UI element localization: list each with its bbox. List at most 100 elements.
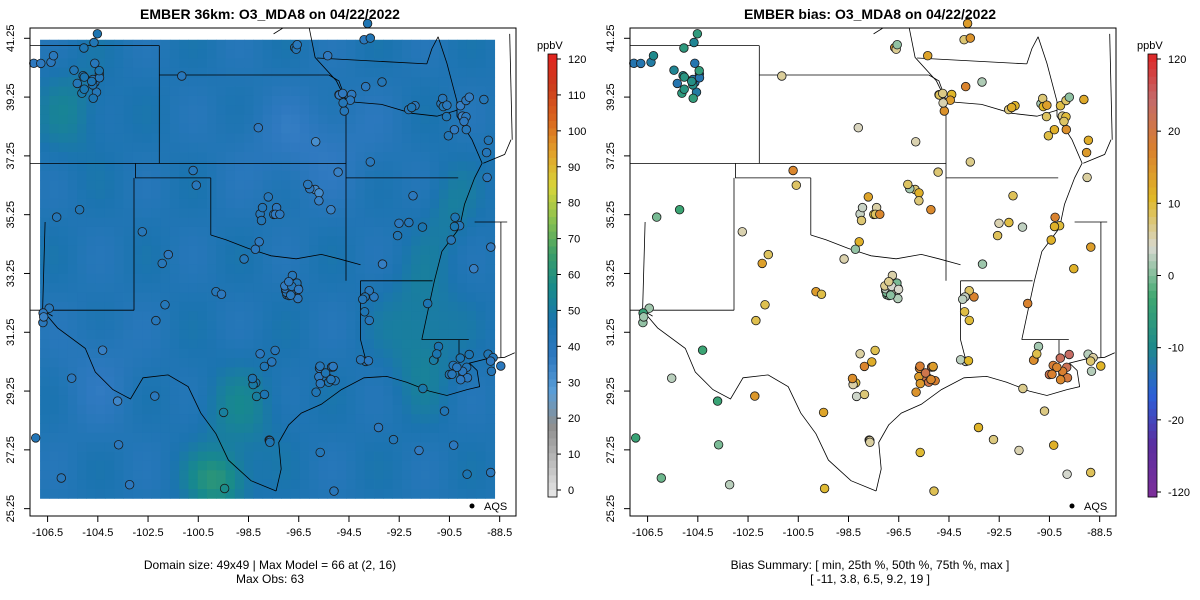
- bias-station-marker: [977, 77, 987, 87]
- left-aqs-legend-dot: [469, 503, 475, 509]
- model-station-marker: [311, 387, 321, 397]
- model-station-marker: [218, 407, 229, 418]
- model-colorbar-tick-label: 50: [568, 305, 580, 317]
- model-station-marker: [90, 58, 100, 69]
- model-station-marker: [251, 391, 262, 402]
- bias-station-marker: [788, 165, 798, 176]
- left-footer-line1: Domain size: 49x49 | Max Model = 66 at (…: [143, 558, 397, 572]
- bias-station-marker: [713, 440, 724, 450]
- model-station-marker: [56, 473, 67, 483]
- model-station-marker: [66, 373, 77, 383]
- bias-station-marker: [955, 355, 966, 365]
- model-colorbar-tick-label: 100: [568, 126, 586, 138]
- model-station-marker: [314, 188, 324, 198]
- bias-station-marker: [669, 65, 679, 75]
- bias-station-marker: [1059, 116, 1069, 127]
- model-station-marker: [414, 445, 424, 456]
- bias-station-marker: [863, 192, 874, 202]
- left-x-tick-label: -100.5: [183, 527, 214, 539]
- bias-station-marker: [1085, 356, 1096, 366]
- model-station-marker: [48, 51, 59, 61]
- model-station-marker: [404, 217, 414, 228]
- bias-station-marker: [1007, 102, 1017, 113]
- model-station-marker: [408, 191, 418, 201]
- bias-station-marker: [1042, 100, 1052, 110]
- bias-station-marker: [911, 137, 921, 147]
- bias-station-marker: [938, 98, 948, 108]
- model-colorbar-tick-label: 70: [568, 234, 580, 246]
- model-station-marker: [286, 290, 296, 300]
- model-station-marker: [151, 315, 161, 326]
- bias-station-marker: [1081, 147, 1092, 158]
- model-station-marker: [338, 88, 348, 99]
- left-x-tick-label: -98.5: [236, 527, 261, 539]
- bias-station-marker: [973, 422, 984, 433]
- bias-station-marker: [1049, 124, 1060, 135]
- model-station-marker: [44, 303, 54, 313]
- model-station-marker: [255, 349, 265, 359]
- bias-colorbar-unit: ppbV: [1137, 40, 1163, 52]
- right-x-tick-label: -90.5: [1037, 527, 1062, 539]
- model-station-marker: [447, 369, 457, 380]
- model-station-marker: [359, 307, 370, 317]
- right-y-tick-label: 31.25: [605, 318, 617, 346]
- left-x-tick-label: -104.5: [82, 527, 113, 539]
- right-x-tick-label: -106.5: [632, 527, 663, 539]
- bias-station-marker: [958, 294, 968, 305]
- left-x-tick-label: -106.5: [32, 527, 63, 539]
- right-x-tick-label: -92.5: [987, 527, 1012, 539]
- bias-station-marker: [688, 93, 698, 104]
- model-station-marker: [219, 483, 230, 494]
- right-y-tick-label: 27.25: [605, 436, 617, 464]
- bias-station-marker: [850, 244, 861, 255]
- bias-station-marker: [1018, 383, 1028, 394]
- model-colorbar-tick-label: 0: [568, 485, 574, 497]
- model-station-marker: [124, 480, 135, 490]
- left-x-tick-label: -96.5: [286, 527, 311, 539]
- bias-station-marker: [737, 227, 748, 237]
- model-station-marker: [486, 467, 496, 478]
- model-station-marker: [483, 135, 494, 146]
- bias-station-marker: [1082, 172, 1092, 183]
- left-y-tick-label: 27.25: [5, 436, 17, 464]
- model-station-marker: [333, 167, 343, 177]
- model-station-marker: [157, 258, 167, 269]
- bias-station-marker: [757, 258, 767, 269]
- bias-station-marker: [1049, 440, 1059, 450]
- bias-station-marker: [694, 65, 704, 76]
- bias-station-marker: [777, 71, 787, 81]
- bias-station-marker: [964, 315, 975, 326]
- bias-station-marker: [992, 230, 1003, 241]
- model-station-marker: [423, 298, 433, 309]
- model-station-marker: [363, 356, 374, 366]
- bias-station-marker: [1008, 191, 1018, 201]
- model-station-marker: [320, 368, 331, 378]
- model-station-marker: [442, 100, 452, 110]
- model-station-marker: [239, 254, 249, 264]
- bias-station-marker: [965, 157, 976, 167]
- model-station-marker: [92, 29, 103, 39]
- model-station-marker: [455, 375, 466, 385]
- model-station-marker: [326, 374, 336, 385]
- model-station-marker: [323, 51, 333, 61]
- model-station-marker: [446, 235, 456, 245]
- bias-station-marker: [690, 58, 700, 69]
- right-state-boundaries: [630, 28, 1115, 492]
- model-station-marker: [361, 81, 371, 92]
- model-station-marker: [449, 440, 459, 450]
- bias-station-marker: [760, 300, 770, 310]
- left-x-tick-label: -92.5: [387, 527, 412, 539]
- model-station-marker: [177, 71, 187, 81]
- model-station-marker: [292, 40, 302, 50]
- model-station-marker: [163, 249, 174, 260]
- bias-station-marker: [656, 473, 667, 483]
- model-obs-stations: [29, 18, 506, 496]
- model-station-marker: [315, 447, 325, 458]
- model-station-marker: [191, 180, 202, 190]
- right-y-tick-label: 35.25: [605, 201, 617, 229]
- model-station-marker: [441, 111, 452, 122]
- model-station-marker: [443, 131, 454, 141]
- bias-station-marker: [884, 277, 894, 287]
- right-x-tick-label: -100.5: [783, 527, 814, 539]
- bias-station-marker: [639, 312, 649, 322]
